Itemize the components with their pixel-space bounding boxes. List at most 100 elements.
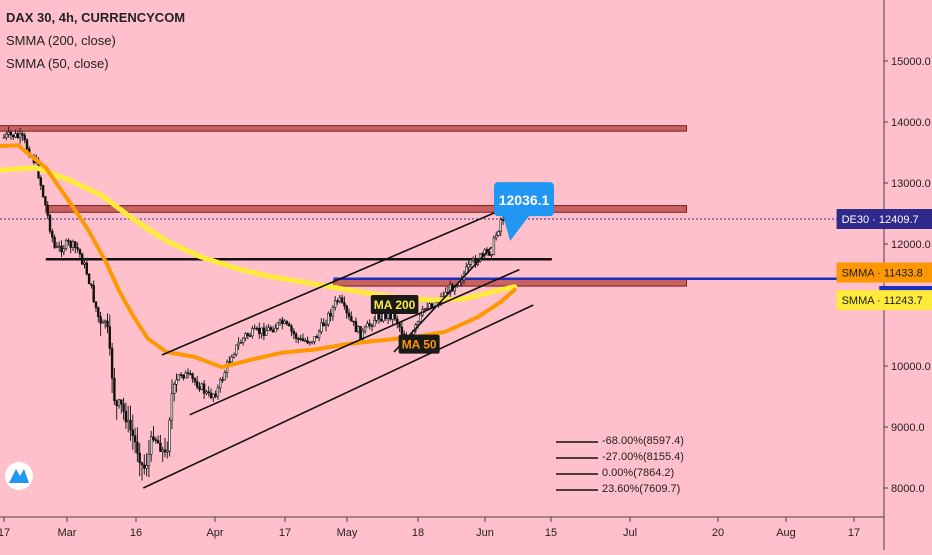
chart-legend: DAX 30, 4h, CURRENCYCOM SMMA (200, close… (6, 6, 185, 75)
ma-label-text: MA 200 (374, 298, 416, 312)
indicator-smma-50[interactable]: SMMA (50, close) (6, 56, 109, 71)
candle-body (184, 372, 187, 379)
fib-level-2: 0.00%(7864.2) (556, 467, 674, 479)
candle-body (94, 301, 98, 308)
candle-body (423, 308, 427, 310)
y-tick-label: 10000.0 (891, 361, 931, 373)
candle-body (127, 419, 130, 423)
candle-body (304, 340, 307, 342)
candle-body (244, 333, 247, 339)
candle-body (152, 436, 155, 440)
x-tick-label: Jul (623, 527, 637, 539)
candle-body (264, 330, 268, 336)
candle-body (425, 307, 429, 310)
candle-body (370, 325, 374, 327)
candle-body (179, 374, 183, 376)
candle-body (154, 439, 157, 441)
candle-body (191, 373, 194, 379)
candle-body (166, 450, 169, 453)
candle-body (5, 133, 8, 138)
candle-body (120, 399, 123, 405)
candle-body (140, 462, 144, 466)
x-tick-label: Jun (476, 527, 494, 539)
y-tick-label: 15000.0 (891, 56, 931, 68)
candle-body (400, 326, 404, 335)
candle-body (7, 131, 10, 135)
candle-body (416, 321, 420, 326)
fib-level-3: 23.60%(7609.7) (556, 483, 680, 495)
candle-body (345, 305, 348, 314)
candle-body (60, 245, 63, 253)
candle-body (48, 215, 52, 232)
x-tick-label: 16 (130, 527, 142, 539)
indicator-smma-200[interactable]: SMMA (200, close) (6, 33, 116, 48)
candle-body (347, 312, 351, 317)
candle-body (2, 136, 6, 139)
candle-body (310, 341, 314, 344)
y-tick-label: 9000.0 (891, 422, 925, 434)
smma-50-line (0, 143, 517, 370)
candle-body (490, 254, 493, 256)
candle-body (354, 321, 358, 333)
candle-body (186, 372, 190, 375)
candle-body (74, 241, 77, 248)
candle-body (315, 336, 318, 339)
candle-body (193, 378, 197, 382)
candle-body (368, 323, 371, 326)
candle-body (62, 248, 66, 253)
candle-body (198, 386, 201, 390)
price-tag-3: SMMA · 11243.7 (836, 290, 932, 311)
candle-body (85, 262, 89, 275)
candle-body (269, 327, 272, 331)
candle-body (136, 441, 139, 454)
candle-body (331, 306, 335, 317)
candle-body (44, 196, 47, 206)
candle-body (219, 379, 222, 389)
candle-body (18, 133, 22, 139)
candle-body (292, 330, 295, 335)
candle-body (163, 449, 167, 453)
candle-body (55, 246, 59, 248)
candle-body (494, 235, 498, 239)
x-tick-label: Apr (206, 527, 223, 539)
symbol-title[interactable]: DAX 30, 4h, CURRENCYCOM (6, 10, 186, 25)
candle-body (170, 393, 174, 421)
candle-body (53, 237, 56, 248)
candle-body (262, 327, 266, 336)
ma-label-bg (398, 334, 440, 354)
resistance-zone-0 (0, 125, 688, 132)
price-tag-text: SMMA · 11433.8 (842, 268, 923, 280)
x-tick-label: May (337, 527, 358, 539)
price-tag-text: DE30 · 12409.7 (842, 214, 919, 226)
candle-body (481, 253, 484, 256)
candle-body (327, 312, 330, 325)
candle-body (329, 312, 332, 317)
candle-body (41, 185, 45, 197)
y-tick-label: 12000.0 (891, 239, 931, 251)
candle-body (255, 327, 259, 330)
candle-body (333, 300, 337, 308)
candle-body (488, 251, 491, 256)
fib-label: -27.00%(8155.4) (602, 451, 684, 463)
candle-body (253, 327, 256, 330)
candle-body (214, 393, 217, 397)
candle-body (246, 333, 249, 336)
x-tick-label: 18 (412, 527, 424, 539)
resistance-zone-2 (333, 278, 687, 287)
candle-body (352, 320, 355, 323)
candle-body (230, 356, 233, 363)
time-axis-bg (0, 517, 884, 550)
candle-body (90, 283, 93, 286)
candle-body (267, 327, 270, 332)
candle-body (145, 465, 148, 469)
ma-label-bg (370, 295, 419, 314)
candle-body (356, 326, 360, 333)
candle-body (25, 139, 29, 150)
candle-body (281, 319, 284, 325)
trendline-0 (161, 205, 511, 356)
candle-body (278, 319, 282, 324)
candle-body (228, 361, 231, 364)
candle-body (297, 338, 300, 340)
